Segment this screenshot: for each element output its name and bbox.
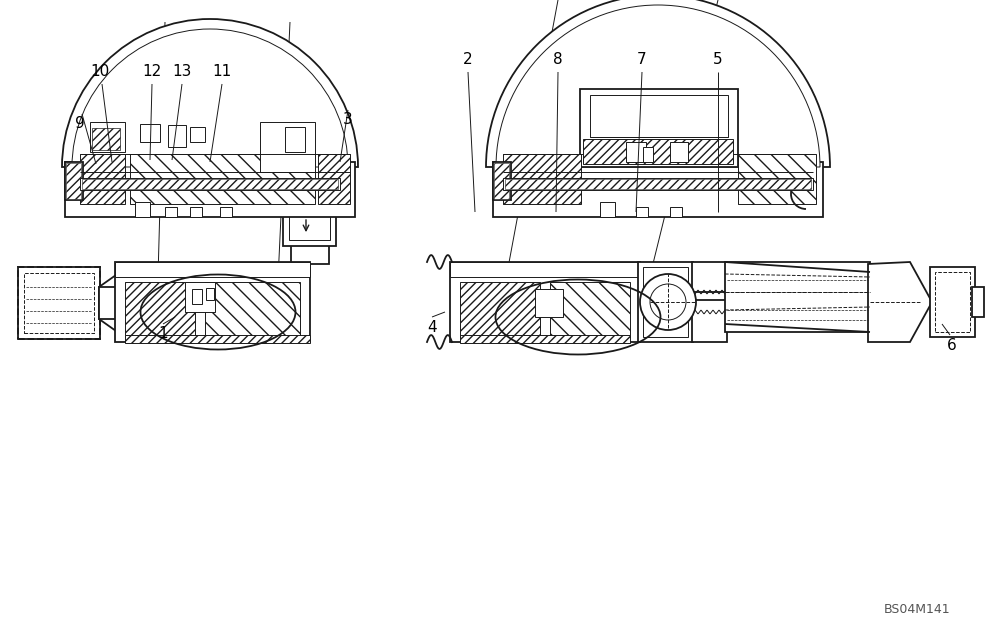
Bar [626, 142, 646, 162]
Bar [450, 262, 640, 342]
Circle shape [650, 284, 686, 320]
Bar [692, 262, 727, 292]
Bar [460, 282, 540, 337]
Bar [92, 128, 120, 150]
Wedge shape [72, 29, 348, 167]
Text: 4: 4 [427, 320, 437, 334]
Text: 5: 5 [713, 52, 723, 68]
Bar [66, 163, 81, 199]
Bar [550, 282, 630, 337]
Bar [24, 273, 94, 333]
Polygon shape [99, 275, 116, 331]
Bar [638, 262, 693, 342]
Text: 8: 8 [553, 52, 563, 68]
Bar [935, 272, 970, 332]
Text: 11: 11 [212, 64, 232, 80]
Text: 9: 9 [75, 116, 85, 131]
Bar [80, 154, 125, 204]
Wedge shape [62, 19, 358, 167]
Bar [205, 282, 300, 337]
Bar [580, 89, 738, 167]
Bar [220, 207, 232, 217]
Bar [738, 154, 816, 204]
Bar [190, 207, 202, 217]
Bar [972, 287, 984, 317]
Bar [692, 300, 727, 342]
Bar [82, 179, 338, 189]
Bar [135, 202, 150, 217]
Bar [125, 335, 310, 343]
Bar [493, 162, 511, 200]
Text: 10: 10 [90, 64, 110, 80]
Bar [190, 127, 205, 142]
Bar [291, 244, 329, 264]
Bar [296, 172, 324, 194]
Bar [318, 154, 350, 204]
Bar [302, 174, 318, 188]
Text: 13: 13 [172, 64, 192, 80]
Bar [494, 163, 509, 199]
Circle shape [640, 274, 696, 330]
Text: 6: 6 [947, 337, 957, 353]
Bar [725, 262, 870, 332]
Bar [165, 207, 177, 217]
Bar [450, 262, 640, 277]
Bar [643, 267, 688, 337]
Bar [503, 154, 581, 204]
Bar [90, 122, 125, 152]
Bar [80, 178, 340, 190]
Bar [493, 162, 823, 217]
Text: 1: 1 [158, 327, 168, 341]
Bar [636, 207, 648, 217]
Text: 7: 7 [637, 52, 647, 68]
Bar [99, 287, 117, 319]
Bar [535, 289, 563, 317]
Bar [503, 178, 813, 190]
Bar [115, 262, 310, 342]
Bar [125, 282, 195, 337]
Text: 12: 12 [142, 64, 162, 80]
Bar [65, 162, 83, 200]
Bar [140, 124, 160, 142]
Bar [130, 154, 315, 204]
Wedge shape [486, 0, 830, 167]
Bar [115, 262, 310, 277]
Bar [206, 288, 214, 300]
Bar [930, 267, 975, 337]
Bar [283, 191, 336, 246]
Bar [590, 95, 728, 137]
Bar [260, 122, 315, 172]
Bar [168, 125, 186, 147]
Text: 2: 2 [463, 52, 473, 68]
Bar [643, 147, 653, 162]
Text: BS04M141: BS04M141 [883, 603, 950, 616]
Bar [18, 267, 100, 339]
Bar [185, 282, 215, 312]
Polygon shape [868, 262, 932, 342]
Bar [289, 197, 330, 240]
Bar [670, 207, 682, 217]
Bar [285, 127, 305, 152]
Bar [600, 202, 615, 217]
Bar [460, 335, 630, 343]
Text: 3: 3 [343, 111, 353, 126]
Bar [583, 139, 733, 164]
Bar [670, 142, 688, 162]
Bar [65, 162, 355, 217]
Wedge shape [496, 5, 820, 167]
Bar [505, 179, 811, 189]
Bar [18, 267, 100, 339]
Bar [192, 289, 202, 304]
